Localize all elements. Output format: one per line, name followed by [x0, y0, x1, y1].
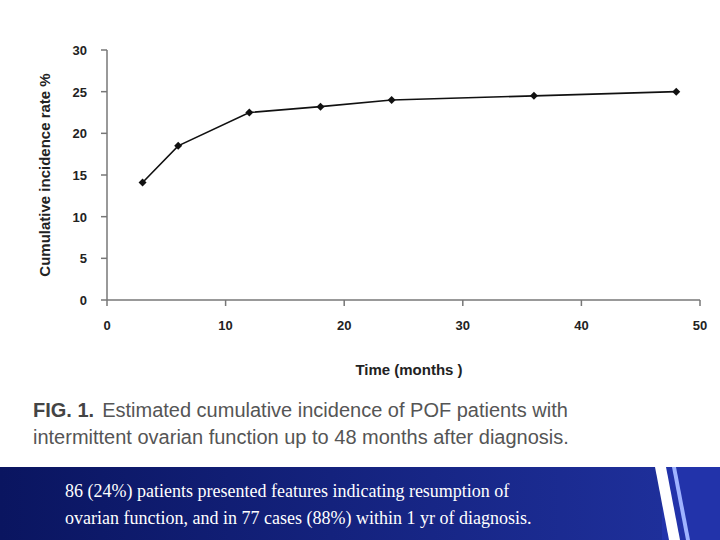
- x-tick-label: 0: [103, 318, 110, 333]
- x-tick: [581, 300, 583, 306]
- point: [530, 92, 538, 100]
- x-tick-label: 30: [456, 318, 470, 333]
- caption-line: FIG. 1. Estimated cumulative incidence of…: [33, 399, 568, 421]
- x-tick: [225, 300, 227, 306]
- x-tick-label: 40: [574, 318, 588, 333]
- y-tick-label: 20: [73, 126, 87, 141]
- y-tick: [101, 299, 107, 301]
- y-tick: [101, 91, 107, 93]
- y-axis-label: Cumulative incidence rate %: [36, 73, 53, 276]
- y-tick: [101, 174, 107, 176]
- y-tick: [101, 216, 107, 218]
- series-line: [143, 92, 677, 183]
- y-tick: [101, 258, 107, 260]
- y-tick-label: 0: [80, 293, 87, 308]
- y-tick-label: 30: [73, 43, 87, 58]
- y-tick-label: 5: [80, 251, 87, 266]
- y-tick: [101, 49, 107, 51]
- caption-text: Estimated cumulative incidence of POF pa…: [102, 399, 568, 421]
- y-tick-label: 10: [73, 210, 87, 225]
- annotation-line: ovarian function, and in 77 cases (88%) …: [65, 508, 531, 529]
- x-axis: [107, 299, 700, 301]
- slide: 0 5 10 15 20 25 30 0 10 20 30 40 50 Time (months ) Cum…: [0, 0, 720, 540]
- y-tick: [101, 133, 107, 135]
- x-tick-label: 20: [337, 318, 351, 333]
- point: [245, 109, 253, 117]
- y-tick-label: 15: [73, 168, 87, 183]
- point: [672, 88, 680, 96]
- point: [139, 179, 147, 187]
- canvas: 0 5 10 15 20 25 30 0 10 20 30 40 50 Time (months ) Cum…: [0, 0, 720, 540]
- point: [388, 96, 396, 104]
- point: [316, 103, 324, 111]
- x-tick: [462, 300, 464, 306]
- x-axis-label: Time (months ): [355, 361, 462, 378]
- x-tick-label: 50: [693, 318, 707, 333]
- x-tick-label: 10: [218, 318, 232, 333]
- x-tick: [699, 300, 701, 306]
- annotation-box: [0, 467, 662, 540]
- caption-line: intermittent ovarian function up to 48 m…: [33, 426, 569, 448]
- y-tick-label: 25: [73, 85, 87, 100]
- x-tick: [343, 300, 345, 306]
- figure-label: FIG. 1.: [33, 399, 94, 421]
- x-tick: [106, 300, 108, 306]
- point: [174, 142, 182, 150]
- annotation-line: 86 (24%) patients presented features ind…: [65, 481, 509, 502]
- plot-area: [139, 88, 681, 187]
- decor-stripe: [672, 467, 690, 540]
